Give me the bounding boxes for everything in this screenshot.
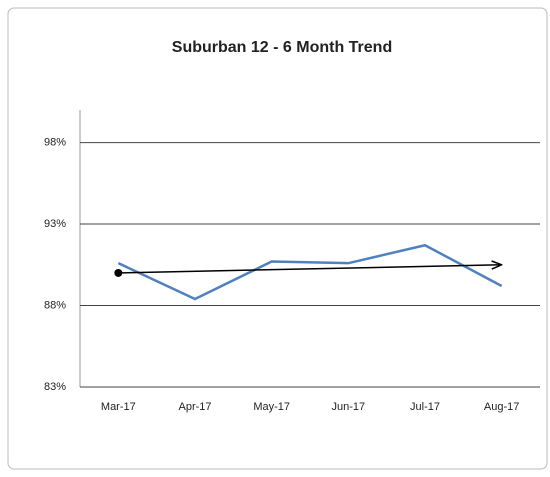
x-tick-label: Mar-17 bbox=[101, 401, 136, 413]
y-tick-label: 93% bbox=[44, 218, 66, 230]
x-tick-label: Aug-17 bbox=[484, 401, 519, 413]
chart-title: Suburban 12 - 6 Month Trend bbox=[172, 39, 392, 56]
trend-start bbox=[114, 268, 123, 277]
x-tick-label: May-17 bbox=[253, 401, 290, 413]
data-line bbox=[117, 243, 503, 301]
x-tick-label: Jul-17 bbox=[410, 401, 440, 413]
y-tick-label: 88% bbox=[44, 299, 66, 311]
trend-line bbox=[118, 265, 501, 274]
x-tick-label: Jun-17 bbox=[332, 401, 366, 413]
chart-frame bbox=[7, 7, 548, 470]
y-tick-label: 83% bbox=[44, 381, 66, 393]
x-tick-label: Apr-17 bbox=[178, 401, 211, 413]
y-tick-label: 98% bbox=[44, 136, 66, 148]
